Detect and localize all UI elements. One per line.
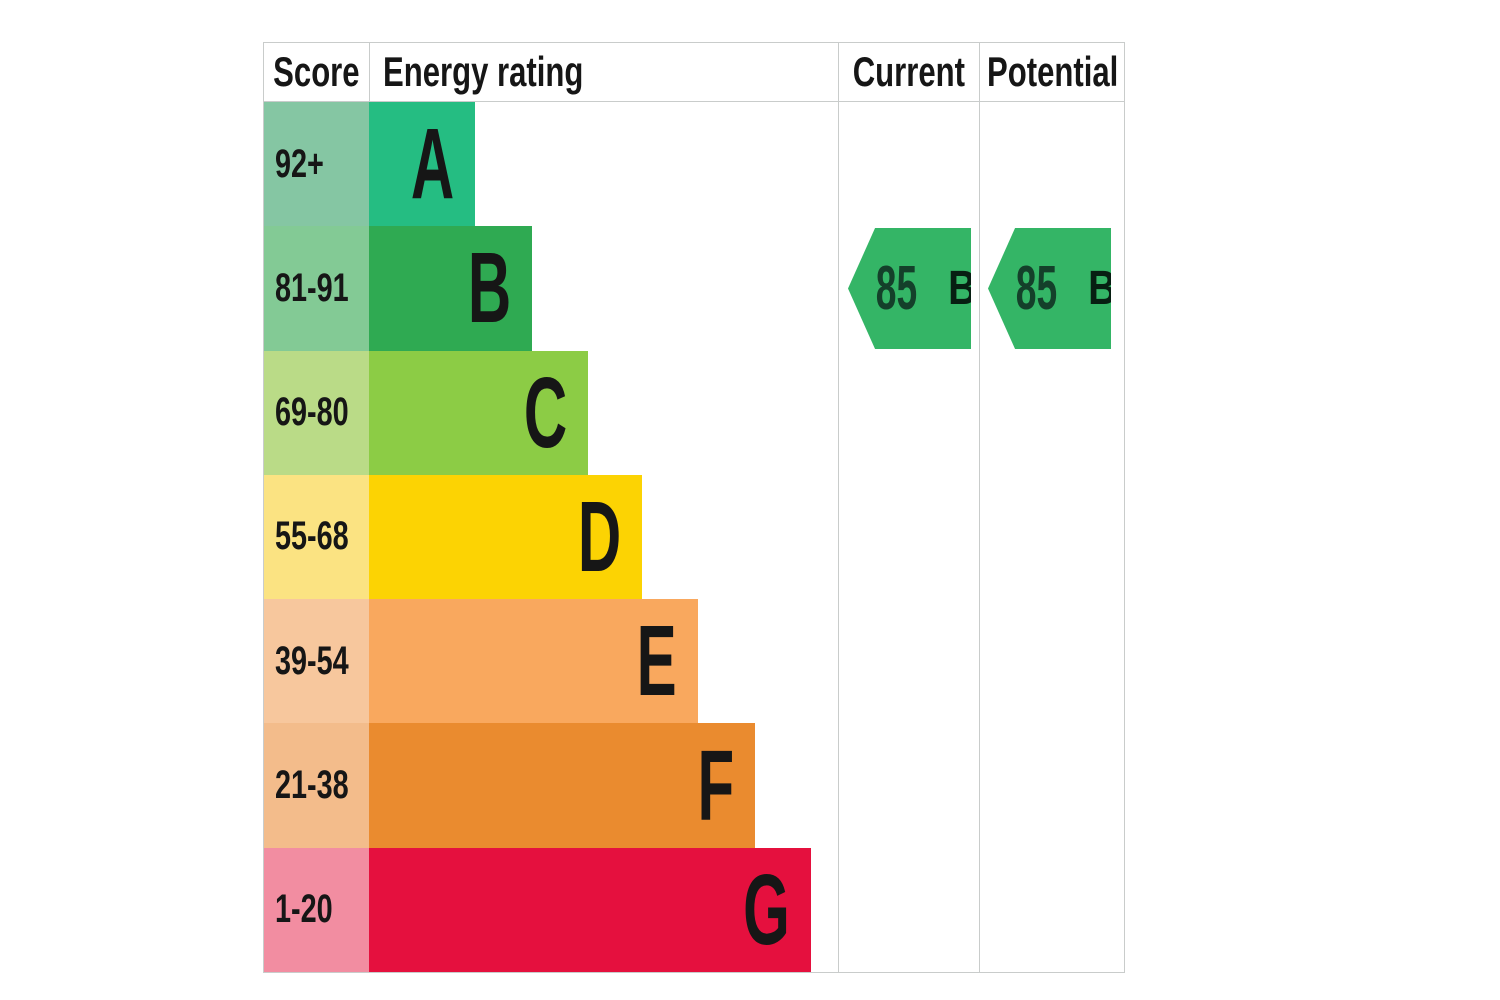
- score-range-label: 81-91: [275, 265, 349, 310]
- header-energy-rating-label: Energy rating: [383, 48, 584, 95]
- score-cell: 55-68: [264, 474, 369, 600]
- epc-row: 69-80 C: [264, 350, 838, 475]
- epc-rows: 92+ A 81-91 B 69-80 C 55-68 D 39-54: [264, 102, 838, 972]
- rating-bar: F: [369, 723, 755, 848]
- epc-row: 81-91 B: [264, 226, 838, 351]
- epc-row: 55-68 D: [264, 474, 838, 600]
- score-range-label: 39-54: [275, 638, 349, 683]
- rating-letter: B: [467, 232, 511, 345]
- current-rating-arrow: 85 B: [848, 228, 971, 349]
- current-rating-band: B: [947, 261, 977, 315]
- rating-bar: A: [369, 102, 475, 227]
- rating-bar: B: [369, 226, 532, 351]
- header-current: Current: [838, 43, 979, 101]
- header-current-label: Current: [852, 48, 965, 95]
- epc-row: 92+ A: [264, 102, 838, 227]
- header-potential: Potential: [979, 43, 1126, 101]
- current-column-divider: [838, 43, 839, 972]
- header-score-label: Score: [273, 48, 360, 95]
- score-cell: 21-38: [264, 723, 369, 848]
- score-cell: 69-80: [264, 350, 369, 475]
- rating-letter: G: [743, 853, 790, 966]
- score-range-label: 69-80: [275, 390, 349, 435]
- rating-bar: C: [369, 350, 588, 475]
- score-range-label: 92+: [275, 141, 324, 186]
- score-range-label: 1-20: [275, 887, 333, 932]
- header-potential-label: Potential: [986, 48, 1119, 95]
- score-cell: 81-91: [264, 226, 369, 351]
- current-rating-value: 85: [875, 253, 917, 323]
- epc-row: 39-54 E: [264, 599, 838, 724]
- score-cell: 1-20: [264, 847, 369, 972]
- rating-bar: G: [369, 847, 811, 972]
- score-range-label: 21-38: [275, 763, 349, 808]
- rating-bar: E: [369, 599, 698, 724]
- header-score: Score: [264, 43, 369, 101]
- rating-bar: D: [369, 474, 642, 600]
- epc-row: 1-20 G: [264, 847, 838, 972]
- rating-letter: A: [410, 108, 454, 221]
- rating-letter: E: [636, 605, 677, 718]
- score-cell: 92+: [264, 102, 369, 227]
- score-cell: 39-54: [264, 599, 369, 724]
- rating-letter: C: [523, 356, 567, 469]
- epc-rating-chart: Score Energy rating Current Potential 92…: [263, 42, 1125, 973]
- potential-column-divider: [979, 43, 980, 972]
- rating-letter: D: [577, 480, 621, 593]
- header-energy-rating: Energy rating: [369, 43, 838, 101]
- potential-rating-band: B: [1087, 261, 1117, 315]
- potential-rating-arrow: 85 B: [988, 228, 1111, 349]
- score-column-divider: [369, 43, 370, 101]
- chart-header-row: Score Energy rating Current Potential: [264, 43, 1124, 102]
- potential-rating-value: 85: [1015, 253, 1057, 323]
- rating-letter: F: [697, 729, 734, 842]
- epc-row: 21-38 F: [264, 723, 838, 848]
- score-range-label: 55-68: [275, 514, 349, 559]
